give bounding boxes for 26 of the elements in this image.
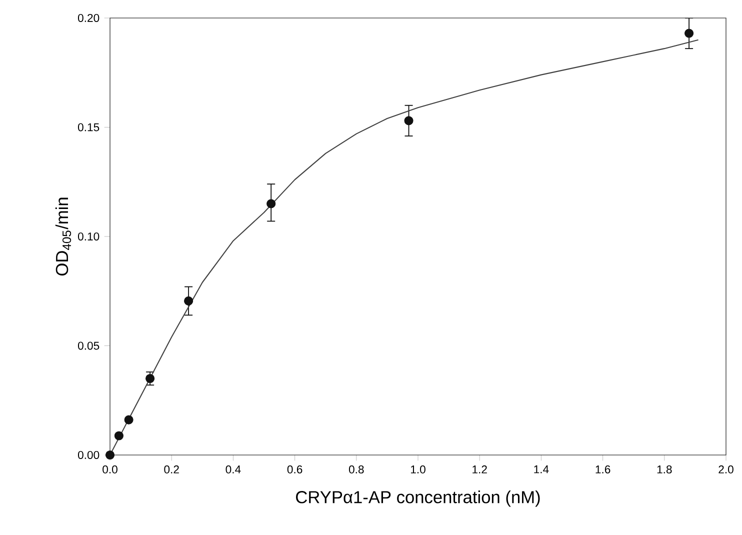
x-tick-label: 0.4 (226, 465, 241, 474)
x-tick-label: 0.2 (164, 465, 179, 474)
x-tick-label: 0.8 (348, 465, 364, 474)
point (404, 116, 414, 126)
x-tick-label: 0.0 (102, 465, 118, 474)
y-tick-label: 0.10 (78, 232, 100, 240)
point (266, 199, 276, 208)
point (114, 431, 124, 440)
y-tick-label: 0.00 (78, 450, 100, 459)
point (184, 296, 194, 306)
point (146, 374, 155, 384)
x-axis-title: CRYPα1-AP concentration (nM) (296, 490, 540, 507)
x-tick-label: 1.6 (596, 465, 610, 474)
x-tick-label: 1.0 (410, 465, 426, 474)
x-tick-label: 1.8 (657, 465, 672, 474)
y-tick-label: 0.05 (78, 342, 100, 350)
y-tick-label: 0.15 (78, 123, 100, 132)
x-tick-label: 1.4 (534, 465, 549, 474)
point (124, 415, 134, 424)
x-tick-label: 0.6 (287, 465, 302, 474)
y-tick-label: 0.20 (78, 14, 100, 22)
x-tick-label: 1.2 (472, 465, 487, 474)
y-axis-title: OD$_{405}$/min (55, 198, 72, 276)
x-tick-label: 2.0 (718, 465, 734, 474)
point (684, 28, 694, 38)
point (105, 450, 115, 460)
